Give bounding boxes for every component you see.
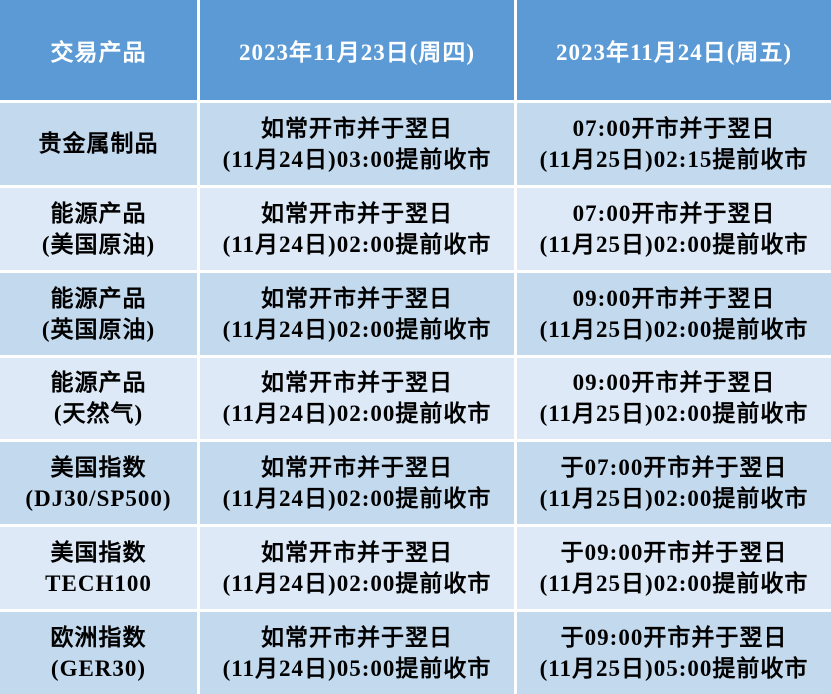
schedule-cell-date-thu: 如常开市并于翌日 (11月24日)02:00提前收市 [200,527,514,610]
schedule-cell-date-fri: 09:00开市并于翌日 (11月25日)02:00提前收市 [517,357,831,440]
header-label: 2023年11月23日(周四) [238,40,476,65]
cell-line: 如常开市并于翌日 [261,285,453,311]
cell-line: 欧洲指数 [50,625,147,651]
cell-line: 于09:00开市并于翌日 [560,540,788,566]
cell-line: (11月25日)02:15提前收市 [539,146,809,172]
cell-line: 美国指数 [50,540,147,566]
cell-line: 能源产品 [50,370,147,396]
schedule-cell-date-thu: 如常开市并于翌日 (11月24日)02:00提前收市 [200,187,514,270]
cell-line: (GER30) [50,656,147,682]
product-cell: 贵金属制品 [0,103,197,185]
cell-line: 如常开市并于翌日 [261,370,453,396]
cell-line: (美国原油) [41,231,156,257]
product-cell: 欧洲指数 (GER30) [0,612,197,694]
cell-line: (天然气) [53,401,144,427]
cell-line: 能源产品 [50,285,147,311]
product-cell: 能源产品 (天然气) [0,357,197,440]
cell-line: 09:00开市并于翌日 [572,285,776,311]
schedule-cell-date-fri: 于07:00开市并于翌日 (11月25日)02:00提前收市 [517,442,831,525]
product-cell: 能源产品 (美国原油) [0,187,197,270]
cell-line: 如常开市并于翌日 [261,625,453,651]
schedule-cell-date-fri: 07:00开市并于翌日 (11月25日)02:00提前收市 [517,187,831,270]
cell-line: 09:00开市并于翌日 [572,370,776,396]
schedule-cell-date-thu: 如常开市并于翌日 (11月24日)03:00提前收市 [200,103,514,185]
header-cell-date-thu: 2023年11月23日(周四) [200,0,514,100]
product-cell: 美国指数 (DJ30/SP500) [0,442,197,525]
product-cell: 美国指数 TECH100 [0,527,197,610]
schedule-cell-date-fri: 09:00开市并于翌日 (11月25日)02:00提前收市 [517,272,831,355]
schedule-cell-date-thu: 如常开市并于翌日 (11月24日)02:00提前收市 [200,357,514,440]
product-cell: 能源产品 (英国原油) [0,272,197,355]
cell-line: 07:00开市并于翌日 [572,200,776,226]
cell-line: 于09:00开市并于翌日 [560,625,788,651]
cell-line: 如常开市并于翌日 [261,200,453,226]
schedule-cell-date-fri: 于09:00开市并于翌日 (11月25日)02:00提前收市 [517,527,831,610]
schedule-cell-date-fri: 07:00开市并于翌日 (11月25日)02:15提前收市 [517,103,831,185]
cell-line: (11月25日)02:00提前收市 [539,486,809,512]
cell-line: (11月24日)02:00提前收市 [222,571,492,597]
cell-line: 如常开市并于翌日 [261,455,453,481]
cell-line: 于07:00开市并于翌日 [560,455,788,481]
schedule-cell-date-thu: 如常开市并于翌日 (11月24日)05:00提前收市 [200,612,514,694]
cell-line: TECH100 [45,571,152,597]
cell-line: (11月24日)05:00提前收市 [222,656,492,682]
cell-line: 能源产品 [50,200,147,226]
cell-line: (11月25日)02:00提前收市 [539,316,809,342]
cell-line: (11月24日)02:00提前收市 [222,316,492,342]
schedule-cell-date-fri: 于09:00开市并于翌日 (11月25日)05:00提前收市 [517,612,831,694]
cell-line: (11月25日)02:00提前收市 [539,231,809,257]
header-label: 2023年11月24日(周五) [555,40,793,65]
cell-line: (英国原油) [41,316,156,342]
header-cell-product: 交易产品 [0,0,197,100]
cell-line: (11月25日)05:00提前收市 [539,656,809,682]
schedule-cell-date-thu: 如常开市并于翌日 (11月24日)02:00提前收市 [200,272,514,355]
cell-line: 如常开市并于翌日 [261,115,453,141]
schedule-cell-date-thu: 如常开市并于翌日 (11月24日)02:00提前收市 [200,442,514,525]
cell-line: (DJ30/SP500) [25,486,172,512]
cell-line: 美国指数 [50,455,147,481]
cell-line: 贵金属制品 [38,131,159,157]
cell-line: (11月24日)02:00提前收市 [222,231,492,257]
cell-line: (11月24日)02:00提前收市 [222,401,492,427]
cell-line: (11月24日)03:00提前收市 [222,146,492,172]
header-label: 交易产品 [50,40,147,65]
cell-line: (11月25日)02:00提前收市 [539,401,809,427]
cell-line: 如常开市并于翌日 [261,540,453,566]
header-cell-date-fri: 2023年11月24日(周五) [517,0,831,100]
cell-line: (11月25日)02:00提前收市 [539,571,809,597]
cell-line: 07:00开市并于翌日 [572,115,776,141]
cell-line: (11月24日)02:00提前收市 [222,486,492,512]
